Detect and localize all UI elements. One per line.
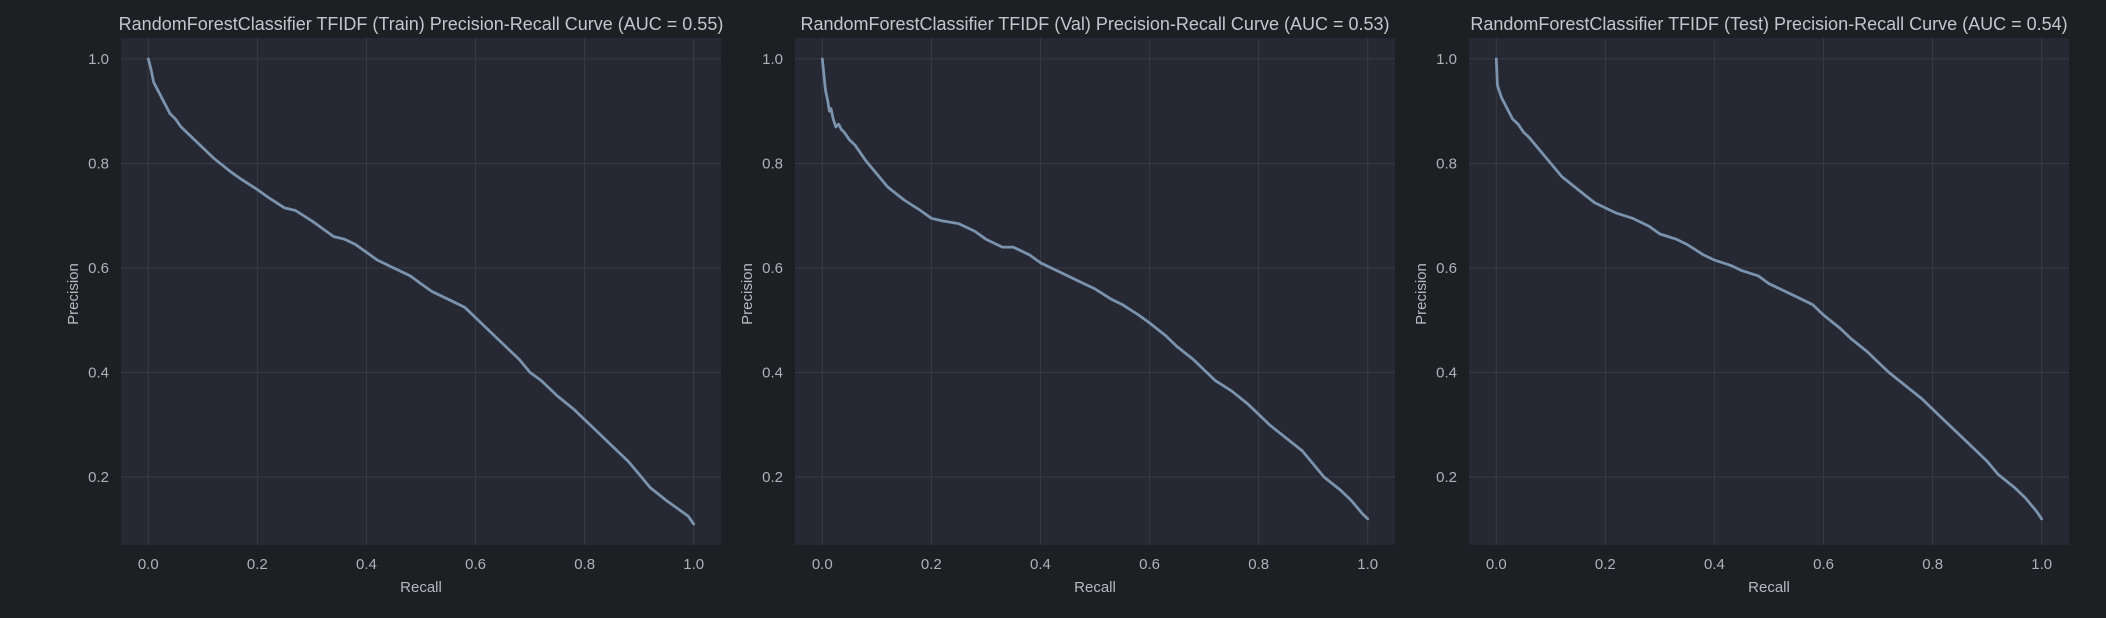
y-axis-label: Precision — [65, 263, 82, 325]
x-tick-label: 0.4 — [356, 556, 377, 573]
precision-recall-curve — [820, 57, 1370, 521]
chart-test: RandomForestClassifier TFIDF (Test) Prec… — [1413, 14, 2069, 596]
y-axis-label: Precision — [739, 263, 756, 325]
y-tick-label: 0.8 — [762, 155, 783, 172]
chart-train: RandomForestClassifier TFIDF (Train) Pre… — [65, 14, 723, 596]
x-tick-label: 1.0 — [2031, 556, 2052, 573]
y-tick-label: 1.0 — [88, 51, 109, 68]
plot-area — [795, 38, 1395, 545]
y-tick-label: 0.2 — [88, 469, 109, 486]
plot-area — [121, 38, 721, 545]
x-axis-label: Recall — [1748, 579, 1790, 596]
x-tick-label: 0.8 — [1922, 556, 1943, 573]
x-tick-label: 0.6 — [1139, 556, 1160, 573]
y-tick-label: 0.8 — [88, 155, 109, 172]
chart-title: RandomForestClassifier TFIDF (Train) Pre… — [119, 14, 724, 34]
x-tick-label: 0.4 — [1704, 556, 1725, 573]
chart-title: RandomForestClassifier TFIDF (Val) Preci… — [801, 14, 1390, 34]
chart-title: RandomForestClassifier TFIDF (Test) Prec… — [1470, 14, 2067, 34]
y-tick-label: 0.4 — [1436, 365, 1457, 382]
y-tick-label: 0.6 — [1436, 260, 1457, 277]
x-tick-label: 0.0 — [812, 556, 833, 573]
x-tick-label: 0.0 — [138, 556, 159, 573]
x-tick-label: 0.6 — [465, 556, 486, 573]
y-tick-label: 0.4 — [762, 365, 783, 382]
precision-recall-curve — [1494, 57, 2044, 521]
plot-area — [1469, 38, 2069, 545]
y-tick-label: 0.2 — [1436, 469, 1457, 486]
x-axis-label: Recall — [1074, 579, 1116, 596]
x-tick-label: 0.8 — [1248, 556, 1269, 573]
y-tick-label: 0.8 — [1436, 155, 1457, 172]
y-tick-label: 0.4 — [88, 365, 109, 382]
x-tick-label: 0.6 — [1813, 556, 1834, 573]
chart-val: RandomForestClassifier TFIDF (Val) Preci… — [739, 14, 1395, 596]
x-tick-label: 1.0 — [1357, 556, 1378, 573]
x-tick-label: 0.4 — [1030, 556, 1051, 573]
x-tick-label: 0.2 — [247, 556, 268, 573]
precision-recall-curve — [146, 57, 696, 526]
y-tick-label: 1.0 — [762, 51, 783, 68]
y-tick-label: 1.0 — [1436, 51, 1457, 68]
x-tick-label: 0.2 — [1595, 556, 1616, 573]
x-tick-label: 0.2 — [921, 556, 942, 573]
y-tick-label: 0.6 — [762, 260, 783, 277]
x-tick-label: 1.0 — [683, 556, 704, 573]
x-tick-label: 0.8 — [574, 556, 595, 573]
y-axis-label: Precision — [1413, 263, 1430, 325]
y-tick-label: 0.2 — [762, 469, 783, 486]
y-tick-label: 0.6 — [88, 260, 109, 277]
x-tick-label: 0.0 — [1486, 556, 1507, 573]
x-axis-label: Recall — [400, 579, 442, 596]
